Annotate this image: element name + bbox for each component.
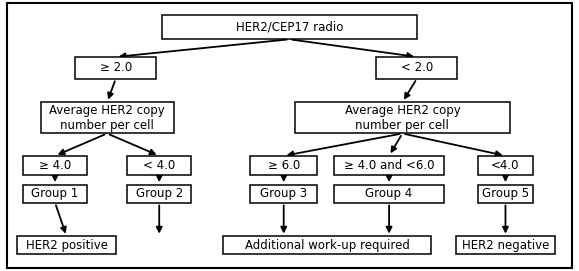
Text: HER2 positive: HER2 positive	[25, 239, 108, 252]
Text: ≥ 4.0: ≥ 4.0	[39, 159, 71, 172]
Text: ≥ 4.0 and <6.0: ≥ 4.0 and <6.0	[344, 159, 434, 172]
Bar	[23, 156, 87, 175]
Text: Group 3: Group 3	[260, 187, 307, 200]
Text: HER2 negative: HER2 negative	[462, 239, 549, 252]
Bar	[250, 156, 317, 175]
Bar	[41, 102, 174, 134]
Bar	[162, 15, 417, 39]
Text: Average HER2 copy
number per cell: Average HER2 copy number per cell	[345, 104, 460, 132]
Text: Average HER2 copy
number per cell: Average HER2 copy number per cell	[49, 104, 165, 132]
Text: <4.0: <4.0	[491, 159, 520, 172]
Text: < 2.0: < 2.0	[401, 61, 433, 74]
Text: ≥ 6.0: ≥ 6.0	[267, 159, 300, 172]
Text: Group 2: Group 2	[135, 187, 183, 200]
Bar	[376, 57, 457, 79]
Bar	[127, 185, 191, 203]
Bar	[334, 156, 444, 175]
Text: ≥ 2.0: ≥ 2.0	[100, 61, 132, 74]
Bar	[478, 156, 533, 175]
Bar	[295, 102, 510, 134]
Text: HER2/CEP17 radio: HER2/CEP17 radio	[236, 21, 343, 34]
Text: Additional work-up required: Additional work-up required	[245, 239, 409, 252]
Bar	[23, 185, 87, 203]
Text: Group 4: Group 4	[365, 187, 413, 200]
Bar	[334, 185, 444, 203]
Bar	[223, 236, 431, 254]
Text: < 4.0: < 4.0	[143, 159, 175, 172]
Text: Group 1: Group 1	[31, 187, 79, 200]
Bar	[478, 185, 533, 203]
Bar	[456, 236, 555, 254]
Bar	[127, 156, 191, 175]
Bar	[250, 185, 317, 203]
Text: Group 5: Group 5	[482, 187, 529, 200]
Bar	[17, 236, 116, 254]
Bar	[75, 57, 156, 79]
